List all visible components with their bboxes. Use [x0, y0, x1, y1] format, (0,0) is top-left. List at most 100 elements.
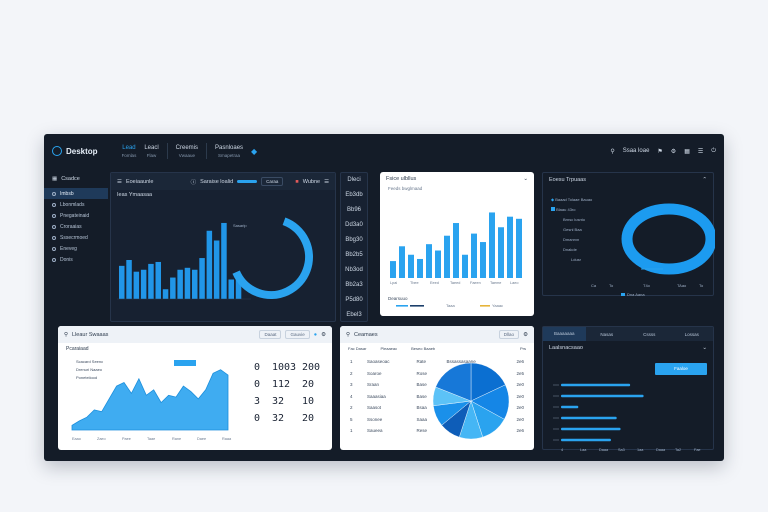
x-tick-label: Daaa	[656, 448, 666, 452]
nav-item-pasnloaes[interactable]: Pasnloaes Smapetraa	[215, 145, 243, 158]
legend-label: Baaad Tolaae Bauao	[555, 197, 593, 202]
panel-action[interactable]: Wubne	[302, 178, 321, 185]
table-row[interactable]: 5 Ssonee Saaa 2e0	[346, 414, 528, 426]
sidebar-item-label: Pnegateinaid	[60, 212, 90, 219]
bar	[140, 269, 147, 299]
bar	[213, 240, 220, 299]
user-label[interactable]: Ssaa loae	[622, 148, 650, 154]
table-row[interactable]: 2 Soaroe Rose 2e5	[346, 368, 528, 380]
area-chart-panel: ⚲ Lleaur Swaaas Daaat Gauvie ● ⚙ Pcaraia…	[58, 326, 332, 450]
nav-label: Creemis	[175, 144, 199, 151]
bar	[199, 258, 205, 299]
nav-sub: Flaw	[146, 152, 157, 158]
settings-icon[interactable]: ⚙	[523, 331, 528, 338]
sidebar-item-lbonmlads[interactable]: Lbonmlads	[44, 199, 108, 210]
main-bar-chart: Sasarlp	[117, 215, 313, 300]
donut-chart: Ca To T4o TAao To Dna Aana	[591, 203, 715, 297]
table-cell: Sraan	[367, 382, 380, 388]
pie-table: 1 Saoaseoac Rate Bssassasaane 2e6 2 Soaroe Ros…	[346, 356, 528, 437]
sidebar-item-imbsb[interactable]: Imbsb	[44, 188, 108, 199]
sidebar-item-pnegateinaid[interactable]: Pnegateinaid	[44, 210, 108, 221]
panel-subtitle: Pcaraiaad	[66, 346, 89, 352]
column-value: P5d80	[345, 297, 363, 303]
filter-select[interactable]: Gauvie	[285, 330, 310, 339]
x-tick-label: Zaeo	[97, 437, 106, 441]
bar	[507, 216, 513, 278]
footer-label: Ca	[591, 283, 597, 288]
sidebar-item-sssecrmoed[interactable]: Sssecrmoed	[44, 232, 108, 243]
sidebar-item-donis[interactable]: Donis	[44, 254, 108, 265]
nav-item-creemis[interactable]: Creemis Vwaaue	[176, 145, 198, 158]
shield-icon[interactable]: ◆	[251, 146, 258, 156]
donut-legend: ◆ Baaad Tolaae Bauao Blaau 43ro Brnsc lu…	[551, 195, 592, 265]
sidebar-item-croraaias[interactable]: Croraaias	[44, 221, 108, 232]
filter-select[interactable]: Daaat	[259, 330, 282, 339]
chevron-down-icon[interactable]: ⌄	[523, 176, 528, 182]
menu-icon[interactable]: ☰	[324, 178, 329, 185]
digit: 0	[254, 362, 261, 373]
panel-title: Eoeiaaunle	[125, 178, 154, 185]
chevron-up-icon[interactable]: ⌃	[702, 177, 707, 183]
bar	[471, 233, 477, 278]
table-row[interactable]: 2 Saasot Bsaa 2e0	[346, 402, 528, 414]
nav-item-leacl[interactable]: Leacl Flaw	[144, 145, 158, 158]
filter-select[interactable]: Dllao	[498, 330, 520, 339]
grid-icon[interactable]: ▦	[684, 148, 690, 155]
tab-item[interactable]: Cssss	[643, 331, 656, 337]
bar	[126, 260, 132, 299]
info-icon[interactable]: ⓘ	[190, 179, 197, 186]
tab-button[interactable]: Caraa	[261, 177, 284, 186]
legend-swatch	[174, 360, 196, 366]
x-tick-label: Lpai	[390, 281, 397, 285]
bar-panel-header: Fsice ulbllus ⌄	[380, 172, 534, 186]
menu-icon[interactable]: ☰	[697, 148, 704, 155]
table-cell: 1	[350, 428, 353, 434]
table-cell: Base	[416, 382, 427, 388]
table-cell: 2e0	[516, 382, 524, 388]
sidebar-item-label: Sssecrmoed	[60, 234, 88, 241]
settings-icon[interactable]: ⚙	[321, 331, 326, 338]
tab-item[interactable]: Baaaaaaa	[543, 327, 586, 341]
digit-grid: 0 1003 200 0 112 20 3 32 10 0 32 20	[254, 362, 326, 424]
nav-sub: Vwaaue	[178, 152, 195, 158]
hbar-header: Laalsnacsaao ⌄	[543, 341, 713, 355]
hbar	[561, 438, 611, 442]
digit: 3	[254, 396, 261, 407]
table-cell: 1	[350, 359, 353, 365]
table-cell: Saasot	[367, 405, 382, 411]
legend-label: Scacard Seenc	[76, 359, 104, 364]
nav-divider	[166, 143, 168, 159]
tab-item[interactable]: Nasas	[600, 331, 614, 337]
table-row[interactable]: 1 Saoaseoac Rate Bssassasaane 2e6	[346, 356, 528, 368]
bar	[390, 261, 396, 278]
table-cell: 5	[350, 416, 353, 422]
nav-item-lead[interactable]: Lead Fomlas	[122, 145, 137, 158]
nav-sub: Fomlas	[121, 152, 137, 158]
x-tick-label: Fae	[694, 448, 701, 452]
chart-note: Sasarlp	[233, 223, 247, 228]
action-button[interactable]: Faaloe	[655, 363, 707, 375]
legend-item: ◆ Baaad Tolaae Bauao	[551, 195, 592, 205]
bar	[228, 279, 234, 299]
x-tick-label: Taeed	[450, 281, 460, 285]
flag-icon[interactable]: ⚑	[657, 148, 663, 155]
table-row[interactable]: 4 Saaasiaa Base 2e0	[346, 391, 528, 403]
chevron-down-icon[interactable]: ⌄	[702, 345, 707, 351]
digit: 1003	[272, 362, 297, 373]
x-tick-label: Daaa	[599, 448, 609, 452]
table-cell: Rate	[416, 359, 426, 365]
power-icon[interactable]: ⏻	[711, 147, 716, 154]
table-cell: 2e6	[516, 359, 524, 365]
table-row[interactable]: 3 Sraan Base 2e0	[346, 379, 528, 391]
tab-item[interactable]: Lossas	[684, 331, 699, 337]
sidebar-item-eneveg[interactable]: Eneveg	[44, 243, 108, 254]
bar	[417, 258, 423, 278]
table-row[interactable]: 1 Saueea Rese 2e6	[346, 425, 528, 437]
search-icon[interactable]: ⚲	[610, 148, 615, 155]
column-value: Ebel3	[346, 312, 362, 318]
settings-icon[interactable]: ⚙	[670, 148, 677, 155]
x-tick-label: Faeen	[470, 281, 481, 285]
info-icon[interactable]: ●	[313, 331, 318, 338]
circle-icon	[52, 213, 56, 218]
legend-swatch	[410, 305, 424, 307]
